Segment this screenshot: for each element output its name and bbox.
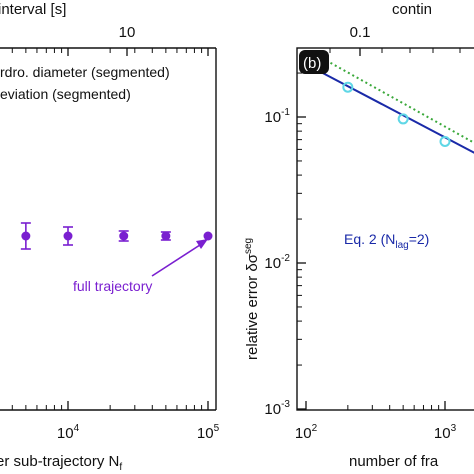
annotation-full-trajectory: full trajectory [73, 278, 152, 294]
x-tick-label: 105 [197, 423, 220, 442]
left-ticks [297, 72, 306, 410]
x-tick-label: 102 [295, 423, 318, 442]
legend-entry-hydro-diameter: rdro. diameter (segmented) [0, 64, 170, 80]
top-axis-label: contin [392, 1, 432, 18]
legend-entry-deviation: eviation (segmented) [0, 86, 131, 102]
fit-line [316, 69, 474, 154]
data-point [63, 231, 73, 241]
panel-label: (b) [303, 55, 321, 72]
reference-dotted-line [329, 61, 474, 144]
data-point [439, 135, 451, 147]
panel-label-box [299, 50, 329, 74]
x-tick-labels: 102 103 [295, 423, 457, 442]
data-point [21, 231, 31, 241]
top-ticks: 10 [11, 24, 209, 56]
top-tick-label: 10 [119, 24, 136, 41]
data-points [20, 222, 213, 250]
y-tick-label: 10-1 [264, 107, 290, 126]
plot-frame [296, 47, 474, 411]
data-point [161, 231, 171, 241]
y-tick-label: 10-3 [264, 399, 290, 418]
x-axis-title: number of fra [349, 453, 439, 470]
x-axis-title: er sub-trajectory Nf [0, 453, 122, 473]
annotation-arrow [151, 242, 204, 277]
annotation-arrowhead [196, 239, 208, 249]
data-point [203, 231, 213, 241]
y-axis-title: relative error δσseg [243, 238, 261, 360]
top-axis-label: interval [s] [0, 1, 66, 18]
bottom-ticks [11, 401, 209, 410]
x-tick-label: 103 [434, 423, 457, 442]
panel-a: interval [s] 10 104 105 rdro. diameter (s… [0, 1, 220, 473]
x-tick-labels: 104 105 [57, 423, 220, 442]
series [316, 61, 474, 154]
bottom-ticks [305, 401, 446, 410]
x-tick-label: 104 [57, 423, 80, 442]
panel-b: contin 0.1 102 103 10-1 10-2 10-3 (b) Eq. 2… [243, 1, 474, 470]
data-point [119, 231, 129, 241]
annotation-equation: Eq. 2 (Nlag=2) [344, 231, 429, 251]
data-point [397, 113, 409, 125]
top-ticks: 0.1 [329, 24, 461, 56]
y-tick-labels: 10-1 10-2 10-3 [264, 107, 290, 418]
y-tick-label: 10-2 [264, 253, 290, 272]
top-tick-label: 0.1 [350, 24, 371, 41]
data-point [342, 81, 354, 93]
